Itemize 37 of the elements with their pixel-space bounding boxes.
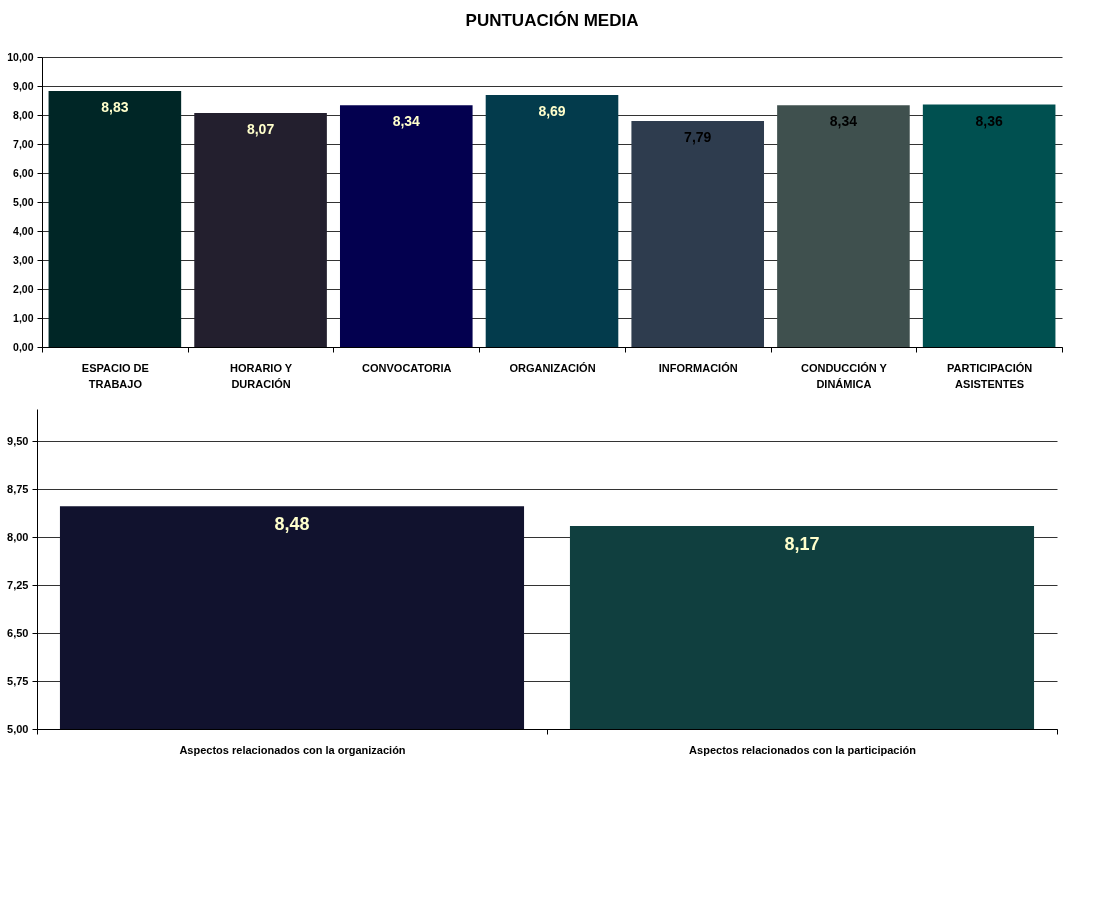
data-label: 8,34 [829, 113, 858, 130]
y-tick-label: 7,25 [7, 578, 29, 591]
y-tick-label: 6,50 [7, 626, 29, 639]
data-label: 8,83 [101, 98, 129, 115]
y-tick-label: 10,00 [7, 50, 34, 63]
y-tick-label: 8,00 [7, 530, 29, 543]
y-tick-label: 5,75 [7, 674, 29, 687]
data-label: 8,07 [246, 120, 275, 137]
y-tick-label: 5,00 [7, 722, 29, 735]
y-tick-label: 5,00 [13, 195, 34, 208]
chart-title: PUNTUACIÓN MEDIA [465, 11, 639, 30]
data-label: 8,36 [975, 112, 1003, 129]
data-label: 8,69 [538, 102, 566, 119]
x-tick-label: PARTICIPACIÓN ASISTENTES [947, 361, 1033, 390]
y-tick-label: 6,00 [13, 166, 34, 179]
data-label: 7,79 [684, 129, 712, 146]
x-tick-label: Aspectos relacionados con la organización [179, 743, 406, 756]
y-tick-label: 3,00 [13, 253, 34, 266]
x-tick-label: Aspectos relacionados con la participación [689, 743, 917, 756]
x-tick-label: ORGANIZACIÓN [509, 361, 596, 374]
data-label: 8,17 [784, 534, 820, 555]
y-tick-label: 7,00 [13, 137, 34, 150]
y-tick-label: 9,00 [13, 79, 34, 92]
y-tick-label: 2,00 [13, 282, 34, 295]
y-tick-label: 0,00 [13, 340, 34, 353]
y-tick-label: 1,00 [13, 311, 34, 324]
data-label: 8,48 [274, 514, 310, 535]
x-tick-label: ESPACIO DE TRABAJO [81, 361, 149, 390]
y-tick-label: 4,00 [13, 224, 34, 237]
y-tick-label: 8,75 [7, 482, 29, 495]
x-tick-label: CONDUCCIÓN Y DINÁMICA [800, 361, 888, 390]
x-tick-label: CONVOCATORIA [362, 361, 452, 374]
x-tick-label: INFORMACIÓN [658, 361, 738, 374]
data-label: 8,34 [392, 113, 421, 130]
y-tick-label: 8,00 [13, 108, 34, 121]
x-tick-label: HORARIO Y DURACIÓN [230, 361, 293, 390]
y-tick-label: 9,50 [7, 434, 29, 447]
